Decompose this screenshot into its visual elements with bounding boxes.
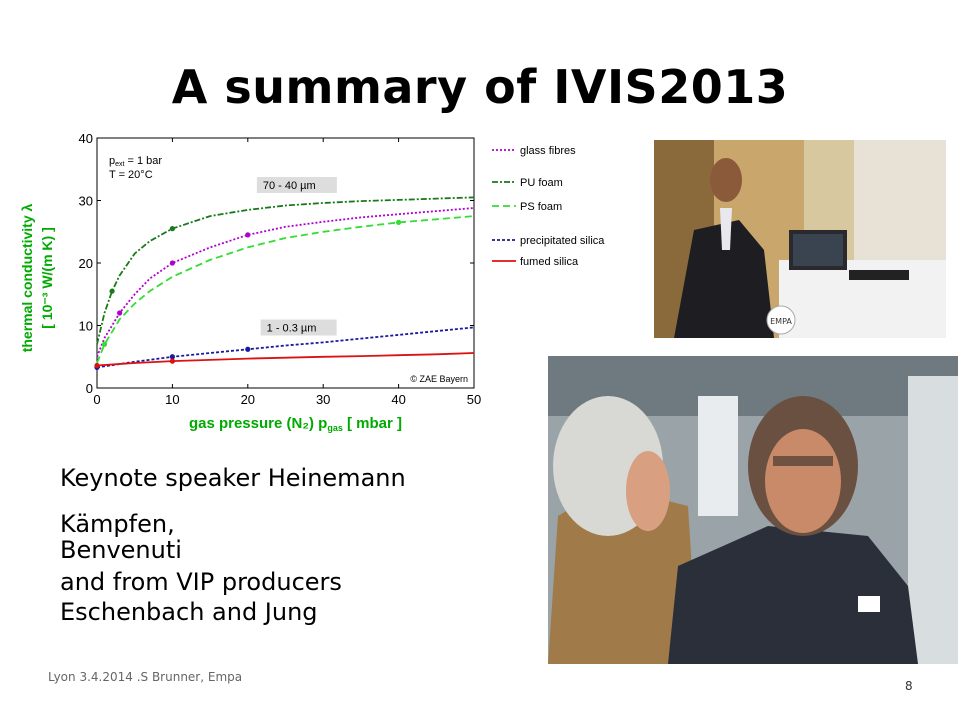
legend-label-0: glass fibres [520, 145, 576, 157]
x-tick-label: 10 [165, 392, 179, 407]
condition-temperature: T = 20°C [109, 169, 153, 181]
y-tick-label: 30 [79, 194, 93, 209]
speaker-line-4: Eschenbach and Jung [60, 598, 318, 626]
y-tick-label: 40 [79, 131, 93, 146]
speaker-photo: EMPA [654, 140, 946, 338]
data-point [245, 346, 251, 352]
series-line-2 [96, 215, 475, 364]
speaker-line-3: and from VIP producers [60, 568, 342, 596]
annotation-box-bottom [260, 319, 337, 336]
legend-label-1: PU foam [520, 177, 563, 189]
data-point [94, 362, 100, 369]
data-point [169, 260, 175, 266]
copyright-label: © ZAE Bayern [410, 374, 468, 384]
x-tick-label: 50 [467, 392, 481, 407]
y-tick-label: 20 [79, 256, 93, 271]
y-tick-label: 0 [86, 381, 93, 396]
y-axis-label-1: thermal conductivity λ [19, 203, 35, 352]
data-point [101, 341, 108, 347]
svg-text:EMPA: EMPA [770, 317, 792, 326]
legend-label-2: PS foam [520, 201, 562, 213]
x-tick-label: 20 [241, 392, 255, 407]
thermal-conductivity-chart: 0 10 20 30 40 50 0 10 20 30 40 pext = 1 bar T = 20°C… [10, 128, 630, 458]
plot-frame [96, 137, 475, 389]
series-line-3 [96, 326, 475, 369]
data-point [396, 219, 402, 225]
photo-icon: EMPA [654, 140, 946, 338]
data-point [169, 358, 175, 364]
y-tick-label: 10 [79, 319, 93, 334]
annotation-top: 70 - 40 µm [263, 180, 316, 192]
slide-title: A summary of IVIS2013 [171, 60, 789, 114]
speaker-line-1: Kämpfen, [60, 510, 175, 538]
discussion-photo [548, 356, 958, 664]
footer-text: Lyon 3.4.2014 .S Brunner, Empa [48, 670, 243, 684]
y-axis-label-2: [ 10⁻³ W/(m K) ] [39, 227, 55, 329]
series-line-4 [96, 352, 475, 367]
annotation-bottom: 1 - 0.3 µm [267, 323, 317, 335]
legend-label-3: precipitated silica [520, 235, 605, 247]
x-tick-label: 40 [391, 392, 405, 407]
annotation-box-top [256, 177, 337, 193]
series-line-1 [96, 196, 475, 345]
data-point [169, 226, 175, 232]
x-axis-label: gas pressure (N₂) pgas [ mbar ] [189, 415, 402, 433]
data-point [169, 354, 175, 360]
data-point [117, 310, 123, 316]
page-number: 8 [905, 679, 913, 693]
speaker-line-2: Benvenuti [60, 536, 182, 564]
photo-icon [548, 356, 958, 664]
legend-label-4: fumed silica [520, 256, 579, 268]
keynote-line: Keynote speaker Heinemann [60, 464, 406, 492]
data-point [245, 232, 251, 238]
data-point [109, 288, 115, 294]
x-tick-label: 30 [316, 392, 330, 407]
x-tick-label: 0 [93, 392, 100, 407]
